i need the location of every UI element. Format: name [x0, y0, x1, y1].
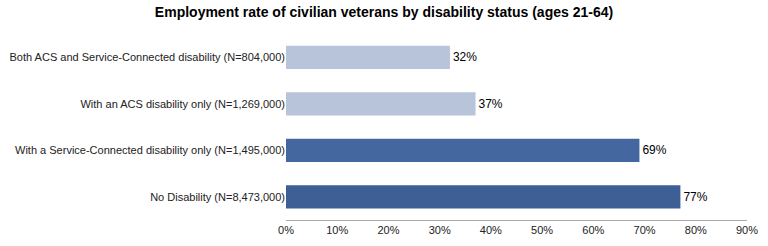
svg-text:Employment rate of civilian ve: Employment rate of civilian veterans by … [155, 4, 613, 20]
svg-text:50%: 50% [531, 224, 553, 236]
svg-text:70%: 70% [634, 224, 656, 236]
svg-text:32%: 32% [453, 50, 477, 64]
svg-text:20%: 20% [377, 224, 399, 236]
svg-text:60%: 60% [582, 224, 604, 236]
svg-text:30%: 30% [429, 224, 451, 236]
svg-text:With an ACS disability only (N: With an ACS disability only (N=1,269,000… [80, 98, 285, 110]
svg-text:40%: 40% [480, 224, 502, 236]
svg-text:Both ACS and Service-Connected: Both ACS and Service-Connected disabilit… [10, 51, 285, 63]
svg-text:With a Service-Connected disab: With a Service-Connected disability only… [15, 144, 285, 156]
svg-text:0%: 0% [278, 224, 294, 236]
svg-text:80%: 80% [685, 224, 707, 236]
svg-text:69%: 69% [642, 143, 666, 157]
svg-text:77%: 77% [683, 190, 707, 204]
svg-text:10%: 10% [326, 224, 348, 236]
svg-text:37%: 37% [479, 97, 503, 111]
svg-text:No Disability (N=8,473,000): No Disability (N=8,473,000) [150, 191, 285, 203]
svg-text:90%: 90% [736, 224, 758, 236]
